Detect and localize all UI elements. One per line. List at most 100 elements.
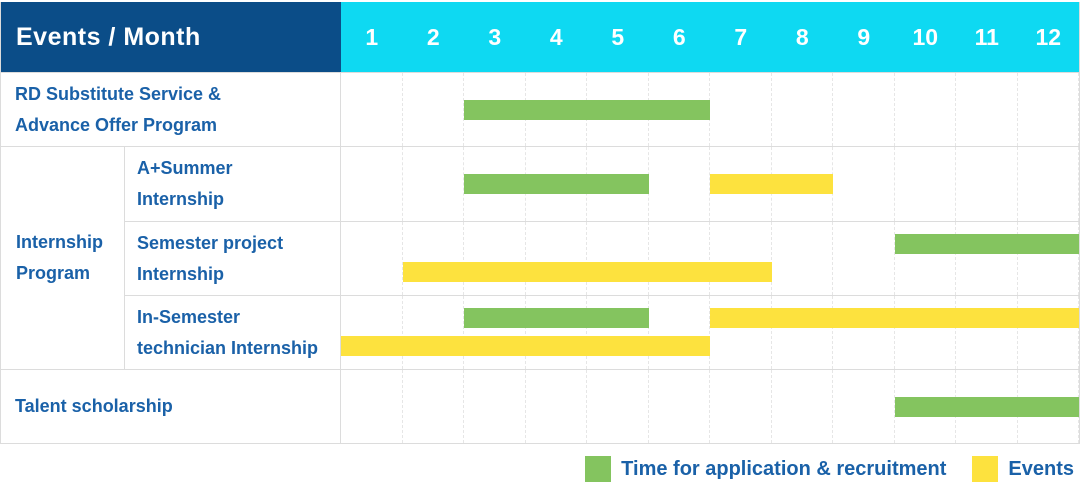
month-header-4: 4	[549, 23, 563, 50]
grid-cell	[341, 296, 403, 369]
row-label: Talent scholarship	[1, 370, 341, 443]
event-row: A+Summer Internship	[125, 147, 1079, 221]
grid-cell	[341, 222, 403, 295]
grid-cell	[710, 222, 772, 295]
label-line: A+Summer	[137, 158, 233, 178]
month-header-7: 7	[734, 23, 748, 50]
events-bar	[402, 262, 772, 282]
label-line: technician Internship	[137, 337, 319, 358]
grid-cell	[587, 296, 649, 369]
grid-cell	[403, 296, 464, 369]
event-row: Talent scholarship	[1, 369, 1079, 443]
events-legend-label: Events	[1008, 457, 1074, 480]
grid-cell	[464, 296, 526, 369]
application-legend-swatch	[585, 456, 612, 482]
grid-cell	[403, 222, 464, 295]
grid-cell	[895, 147, 956, 221]
legend: Time for application & recruitment Event…	[0, 444, 1080, 494]
grid-cell	[1018, 147, 1079, 221]
grid-cell	[1018, 73, 1079, 146]
grid-cell	[895, 296, 956, 369]
grid-cell	[772, 296, 833, 369]
grid-cell	[772, 222, 833, 295]
grid-cell	[833, 222, 895, 295]
grid-cell	[403, 73, 464, 146]
grid-cell	[649, 370, 710, 443]
label-line: Semester project	[137, 232, 284, 253]
grid-cell	[1018, 222, 1079, 295]
label-line: RD Substitute Service &	[15, 83, 222, 104]
grid-cell	[464, 370, 526, 443]
grid-cell	[587, 370, 649, 443]
month-header-8: 8	[795, 23, 809, 50]
grid-cell	[526, 222, 587, 295]
grid-cell	[403, 147, 464, 221]
grid-cell	[341, 370, 403, 443]
grid-cell	[1018, 296, 1079, 369]
grid-cell	[833, 147, 895, 221]
table-header-row: Events / Month 1 2 3 4 5 6 7 8 9 10 11 12	[1, 2, 1079, 72]
grid-cell	[833, 370, 895, 443]
grid-cell	[833, 296, 895, 369]
label-line: Internship	[137, 189, 225, 209]
month-header-3: 3	[488, 23, 502, 50]
application-legend-label: Time for application & recruitment	[621, 457, 947, 480]
event-row: Semester project Internship	[125, 221, 1079, 295]
events-bar	[710, 308, 1079, 328]
application-bar	[464, 174, 649, 194]
timeline	[341, 296, 1079, 369]
grid-cell	[895, 73, 956, 146]
event-row: RD Substitute Service & Advance Offer Pro…	[1, 72, 1079, 146]
grid-cell	[526, 370, 587, 443]
grid-cell	[772, 73, 833, 146]
timeline	[341, 73, 1079, 146]
events-table: Events / Month 1 2 3 4 5 6 7 8 9 10 11 12 RD Substi…	[0, 2, 1080, 444]
grid-cell	[956, 147, 1018, 221]
events-bar	[710, 174, 833, 194]
group-rows: A+Summer Internship Semester project Intern…	[125, 147, 1079, 369]
row-label: RD Substitute Service & Advance Offer Pro…	[1, 73, 341, 146]
events-bar	[341, 336, 710, 356]
timeline	[341, 222, 1079, 295]
month-header-6: 6	[672, 23, 686, 50]
group-block: Internship Program A+Summer Internship Semes…	[1, 146, 1079, 369]
events-legend-swatch	[972, 456, 999, 482]
month-header-strip: 1 2 3 4 5 6 7 8 9 10 11 12	[341, 2, 1079, 72]
label-line: Talent scholarship	[15, 396, 173, 416]
grid-cell	[956, 222, 1018, 295]
events-month-header-cell: Events / Month	[1, 2, 341, 72]
grid-cell	[464, 222, 526, 295]
grid-cell	[341, 73, 403, 146]
month-header-5: 5	[611, 23, 625, 50]
month-header-2: 2	[426, 23, 440, 50]
application-bar	[894, 397, 1079, 417]
grid-cell	[649, 147, 710, 221]
timeline	[341, 370, 1079, 443]
grid-cell	[403, 370, 464, 443]
grid-cell	[956, 296, 1018, 369]
label-line: Advance Offer Program	[15, 114, 218, 135]
month-header-11: 11	[974, 23, 999, 50]
application-bar	[464, 308, 649, 328]
grid-cell	[710, 370, 772, 443]
application-bar	[464, 100, 710, 120]
event-row: In-Semester technician Internship	[125, 295, 1079, 369]
grid-cell	[710, 73, 772, 146]
grid-cell	[526, 296, 587, 369]
grid-cell	[772, 370, 833, 443]
grid-cell	[341, 147, 403, 221]
row-label: A+Summer Internship	[125, 147, 341, 221]
grid-cell	[710, 296, 772, 369]
grid-cell	[649, 222, 710, 295]
label-line: In-Semester	[137, 306, 241, 327]
row-label: In-Semester technician Internship	[125, 296, 341, 369]
grid-cell	[833, 73, 895, 146]
label-line: Program	[16, 263, 91, 283]
grid-cell	[649, 296, 710, 369]
row-label: Semester project Internship	[125, 222, 341, 295]
month-header-12: 12	[1035, 23, 1062, 50]
grid-cell	[956, 73, 1018, 146]
month-header-1: 1	[365, 23, 379, 50]
application-bar	[894, 234, 1079, 254]
